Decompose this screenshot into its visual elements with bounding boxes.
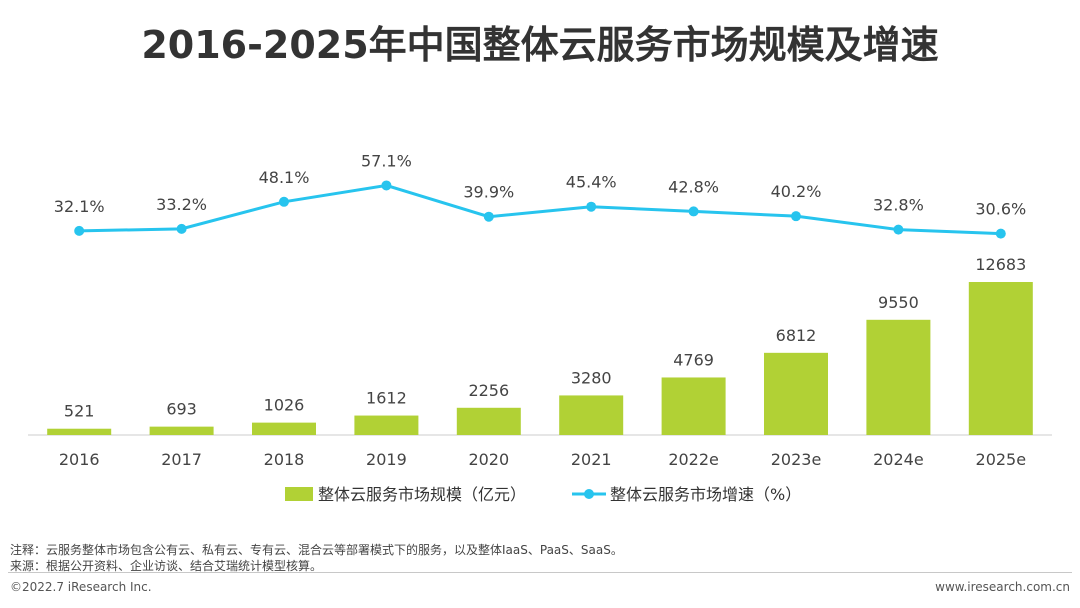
- chart: 521 693 1026 1612 2256328047696812955012683 …: [28, 151, 1052, 504]
- footer-copyright: ©2022.7 iResearch Inc.: [10, 580, 152, 594]
- rate-point-2020: [483, 211, 494, 222]
- chart-title: 2016-2025年中国整体云服务市场规模及增速: [141, 23, 939, 67]
- rate-point-2017: [176, 223, 187, 234]
- footer-divider: [8, 572, 1072, 573]
- rate-value-label: 33.2%: [156, 195, 207, 214]
- legend-bar-label: 整体云服务市场规模（亿元）: [318, 485, 526, 504]
- x-tick-labels: 2016 2017 2018 2019 2020 2021 2022e 2023e 2024e 2…: [59, 450, 1026, 469]
- legend-line-marker: [584, 489, 594, 499]
- legend-bar-swatch: [285, 487, 313, 501]
- x-tick-label: 2016: [59, 450, 100, 469]
- rate-point-2025e: [995, 228, 1006, 239]
- rate-point-2024e: [893, 224, 904, 235]
- rate-value-label: 45.4%: [566, 173, 617, 192]
- bar-value-label: 693: [166, 400, 197, 419]
- x-tick-label: 2024e: [873, 450, 924, 469]
- x-tick-label: 2021: [571, 450, 612, 469]
- rate-value-label: 48.1%: [259, 168, 310, 187]
- bar-value-label: 1026: [264, 396, 305, 415]
- bar-value-label: 12683: [975, 255, 1026, 274]
- bar-2019: [354, 415, 419, 435]
- bar-value-label: 1612: [366, 389, 407, 408]
- rate-value-label: 57.1%: [361, 151, 412, 170]
- bar-2020: [456, 407, 521, 435]
- rate-point-2023e: [791, 211, 801, 222]
- bar-value-label: 2256: [468, 381, 509, 400]
- bar-2021: [559, 395, 624, 435]
- rate-point-2019: [381, 180, 392, 191]
- bar-2016: [47, 428, 112, 435]
- bar-2025e: [968, 282, 1033, 435]
- growth-rate-labels: 32.1% 33.2% 48.1% 57.1% 39.9% 45.4% 42.8% 40.2%…: [54, 151, 1026, 218]
- bars-group: [47, 282, 1033, 435]
- bar-2023e: [764, 352, 828, 435]
- bar-2017: [149, 426, 214, 435]
- bar-value-labels: 521 693 1026 1612 2256 3280 4769 6812 9550 12683: [64, 255, 1026, 421]
- rate-point-2016: [74, 225, 85, 236]
- x-tick-label: 2023e: [771, 450, 822, 469]
- bar-2024e: [866, 319, 931, 435]
- rate-point-2022e: [688, 206, 699, 217]
- chart-source: 来源：根据公开资料、企业访谈、结合艾瑞统计模型核算。: [10, 559, 323, 573]
- bar-value-label: 521: [64, 402, 95, 421]
- chart-note: 注释：云服务整体市场包含公有云、私有云、专有云、混合云等部署模式下的服务，以及整…: [10, 543, 623, 557]
- rate-value-label: 40.2%: [771, 182, 822, 201]
- bar-value-label: 9550: [878, 293, 919, 312]
- x-tick-label: 2018: [264, 450, 305, 469]
- rate-value-label: 42.8%: [668, 177, 719, 196]
- x-tick-label: 2022e: [668, 450, 719, 469]
- bar-2022e: [661, 377, 726, 435]
- legend-line-label: 整体云服务市场增速（%）: [610, 485, 801, 504]
- footer-website: www.iresearch.com.cn: [935, 580, 1070, 594]
- x-tick-label: 2017: [161, 450, 202, 469]
- bar-value-label: 3280: [571, 368, 612, 387]
- rate-point-2021: [586, 201, 597, 212]
- x-tick-label: 2019: [366, 450, 407, 469]
- growth-rate-line: [79, 183, 1001, 236]
- bar-value-label: 4769: [673, 350, 714, 369]
- x-tick-label: 2020: [468, 450, 509, 469]
- bar-value-label: 6812: [776, 326, 817, 345]
- rate-point-2018: [279, 196, 289, 207]
- bar-2018: [252, 422, 316, 435]
- x-tick-label: 2025e: [976, 450, 1027, 469]
- rate-value-label: 32.8%: [873, 196, 924, 215]
- rate-value-label: 39.9%: [463, 183, 514, 202]
- rate-value-label: 30.6%: [975, 200, 1026, 219]
- rate-value-label: 32.1%: [54, 197, 105, 216]
- growth-rate-points: [74, 180, 1006, 239]
